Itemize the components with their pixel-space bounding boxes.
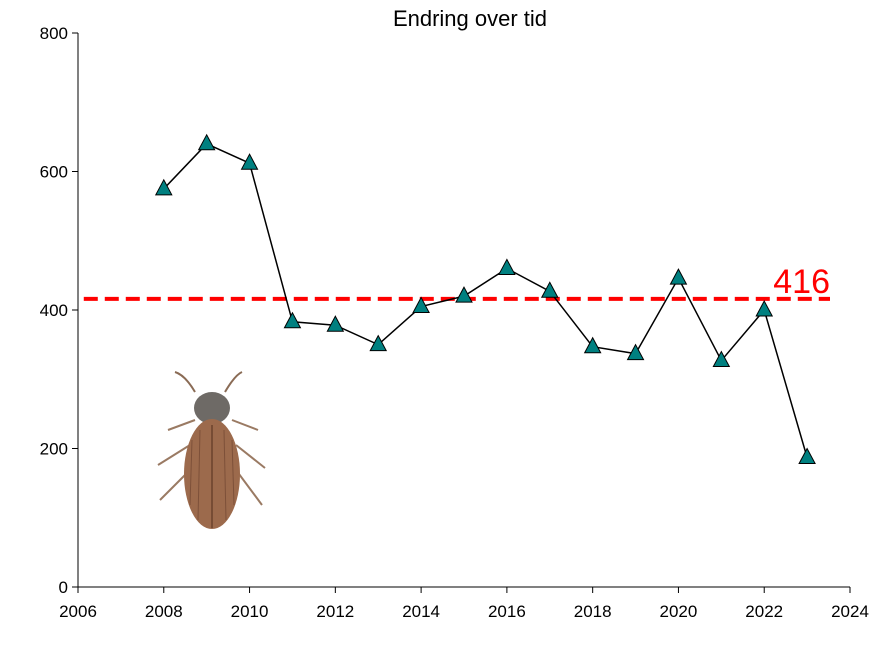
data-point (669, 268, 688, 285)
y-tick-label: 600 (40, 163, 68, 182)
data-point (798, 447, 816, 465)
x-tick-label: 2016 (488, 602, 526, 621)
data-point (498, 258, 516, 275)
x-tick-label: 2008 (145, 602, 183, 621)
reference-label: 416 (773, 263, 830, 301)
y-tick-label: 200 (40, 440, 68, 459)
data-point (755, 299, 774, 317)
data-point (626, 343, 645, 361)
x-tick-label: 2020 (660, 602, 698, 621)
beetle-illustration (157, 371, 266, 529)
data-point (583, 336, 602, 354)
data-point (712, 350, 731, 368)
data-point (197, 133, 216, 151)
y-tick-label: 0 (59, 578, 68, 597)
x-tick-label: 2006 (59, 602, 97, 621)
x-tick-label: 2018 (574, 602, 612, 621)
x-tick-label: 2024 (831, 602, 869, 621)
data-point (326, 315, 345, 332)
chart-title: Endring over tid (393, 6, 547, 31)
x-tick-label: 2010 (231, 602, 269, 621)
x-tick-label: 2014 (402, 602, 440, 621)
x-tick-label: 2012 (316, 602, 354, 621)
data-point (369, 334, 388, 352)
data-point (154, 178, 173, 196)
x-tick-label: 2022 (745, 602, 783, 621)
y-tick-label: 800 (40, 24, 68, 43)
data-point (283, 311, 302, 329)
data-point (240, 153, 259, 170)
data-point (455, 286, 473, 303)
data-point (540, 281, 559, 298)
data-point (412, 296, 430, 314)
y-tick-label: 400 (40, 301, 68, 320)
data-line (163, 142, 808, 458)
